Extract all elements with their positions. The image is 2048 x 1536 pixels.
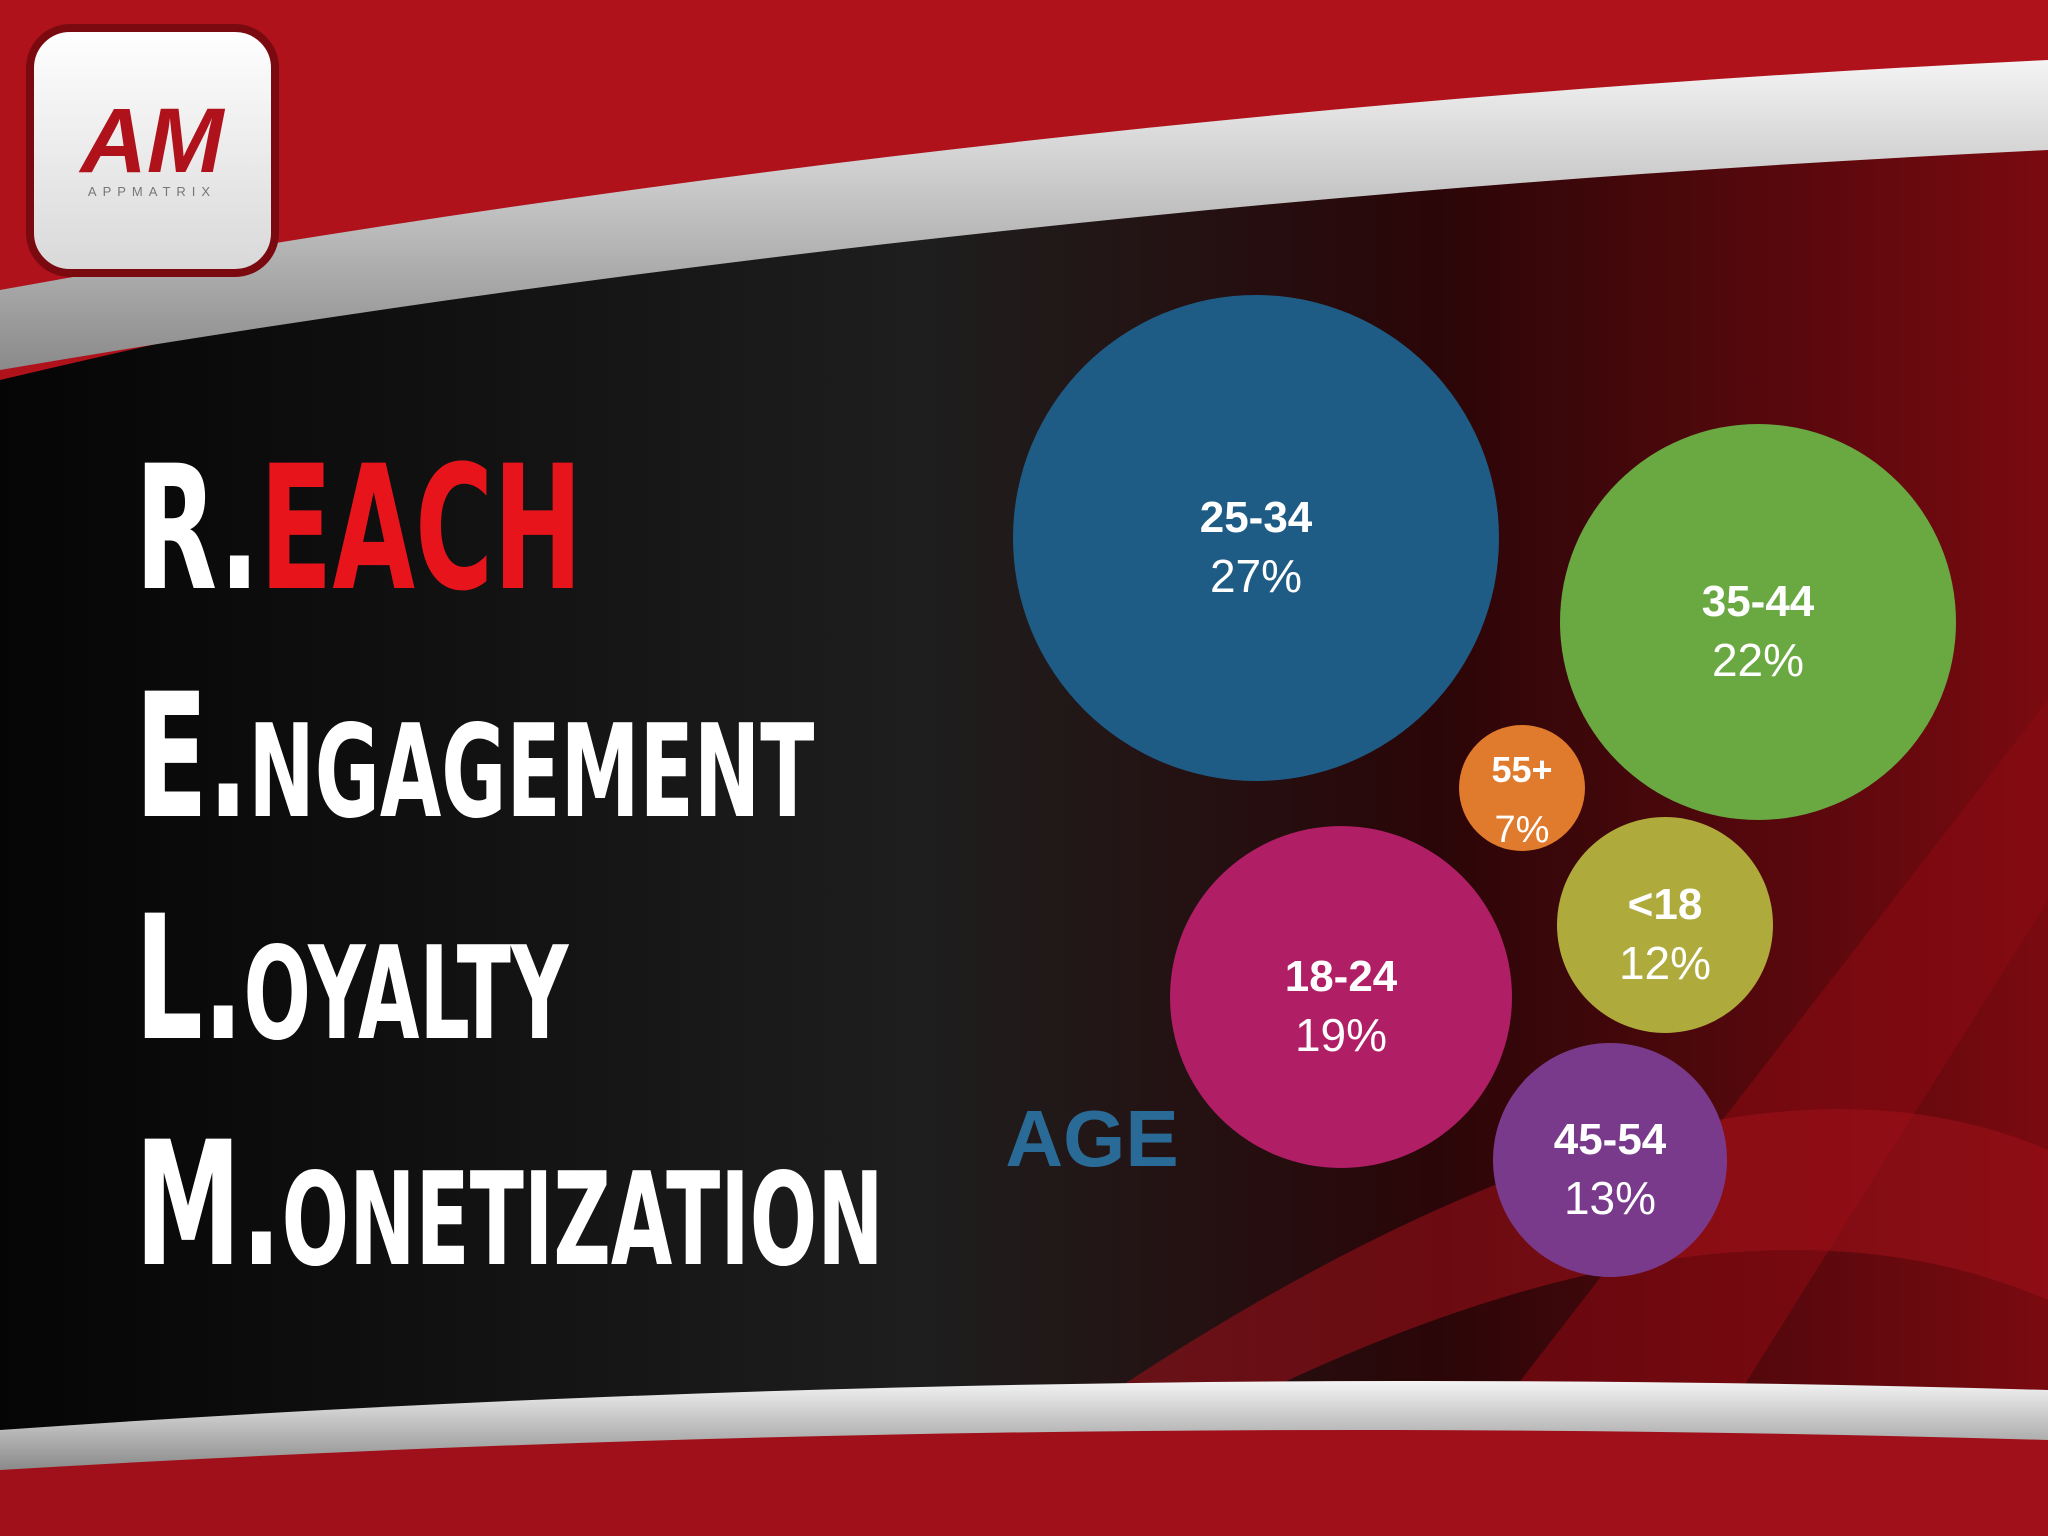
bubble [1459,725,1585,851]
bubble-category: 45-54 [1554,1115,1667,1164]
acronym-rest: ONETIZATION [282,1146,884,1295]
bottom-silver [0,1381,2048,1470]
bubble-value-label: 12% [1619,937,1711,989]
acronym-letter: M. [135,1104,282,1305]
bubble [1013,295,1499,781]
acronym-line: R.EACH [135,428,582,629]
bubble [1170,826,1512,1168]
bubble-value-label: 27% [1210,550,1302,602]
acronym-rest: OYALTY [243,920,569,1069]
bubble-value-label: 7% [1495,809,1550,851]
bubble [1493,1043,1727,1277]
bubble [1557,817,1773,1033]
acronym-line: L.OYALTY [135,878,570,1079]
bubble-category: 25-34 [1200,493,1313,542]
acronym-rest: EACH [260,428,583,629]
logo-name: APPMATRIX [88,184,216,199]
bubble-category: 35-44 [1702,577,1815,626]
bubble-chart: 25-34 27% 35-44 22% 55+ 7% 18-24 19% <18 12% 45-54… [1005,295,1956,1277]
chart-title: AGE [1005,1094,1178,1183]
bubble-category: <18 [1628,880,1703,929]
bubble-category: 55+ [1491,749,1552,790]
bubble [1560,424,1956,820]
acronym-letter: L. [135,878,243,1079]
acronym-line: M.ONETIZATION [135,1104,884,1305]
logo-mark: AM [78,90,225,192]
bubble-value-label: 13% [1564,1172,1656,1224]
bubble-value-label: 19% [1295,1009,1387,1061]
acronym-line: E.NGAGEMENT [135,656,815,857]
top-silver [0,60,2048,370]
acronym-letter: E. [135,656,248,857]
bubble-value-label: 22% [1712,634,1804,686]
swoosh [1100,1109,2048,1450]
bubble-category: 18-24 [1285,952,1398,1001]
acronym-rest: NGAGEMENT [248,698,814,847]
swoosh [1400,700,2048,1536]
acronym-letter: R. [135,428,260,629]
logo-badge [26,24,279,277]
